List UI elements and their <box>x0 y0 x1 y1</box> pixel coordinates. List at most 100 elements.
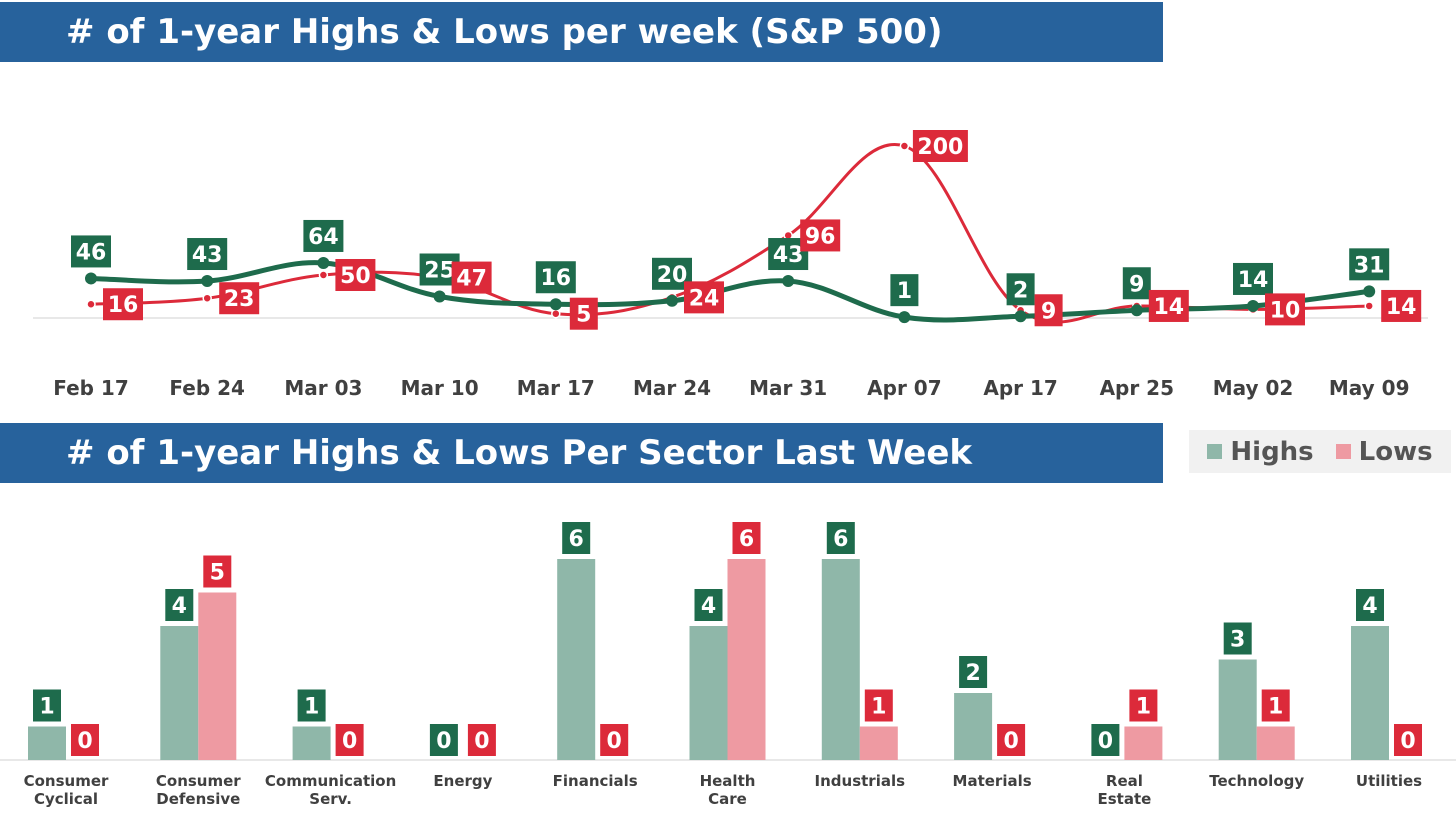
lows-bar-label-text: 0 <box>607 729 622 754</box>
highs-data-label-text: 14 <box>1238 268 1269 293</box>
sector-label: Health Care <box>700 772 756 808</box>
x-tick-label: Apr 07 <box>867 376 941 400</box>
highs-data-label: 1 <box>890 274 919 307</box>
sector-label: Industrials <box>815 772 906 790</box>
highs-point <box>1130 304 1143 317</box>
lows-bar-label-box <box>71 724 99 756</box>
sector-label-line: Financials <box>553 772 638 790</box>
sector-label: Consumer Defensive <box>156 772 241 808</box>
highs-point <box>1014 310 1027 323</box>
lows-bar-label-text: 1 <box>1136 695 1151 720</box>
highs-bar-label-text: 6 <box>569 527 584 552</box>
lows-data-label-text: 9 <box>1041 299 1056 324</box>
highs-data-label-box <box>303 219 344 252</box>
bar-chart-legend: Highs Lows <box>1189 430 1451 473</box>
highs-data-label: 43 <box>187 238 228 271</box>
highs-point <box>1247 299 1259 312</box>
lows-swatch <box>1335 444 1351 459</box>
sector-label-line: Consumer <box>24 772 109 790</box>
legend-lows-label: Lows <box>1358 436 1433 467</box>
sector-label-line: Technology <box>1209 772 1304 790</box>
highs-bar-label-box <box>694 589 723 621</box>
lows-bar <box>198 592 237 760</box>
highs-bar-label-box <box>297 689 326 722</box>
sector-label: Technology <box>1209 772 1304 790</box>
highs-point <box>1363 285 1376 298</box>
sector-label-line: Real <box>1106 772 1143 790</box>
sector-label-line: Industrials <box>815 772 906 790</box>
sector-label: Utilities <box>1356 772 1422 790</box>
lows-bar <box>727 559 766 760</box>
sector-label: Real Estate <box>1097 772 1151 808</box>
highs-data-label-text: 64 <box>308 225 339 250</box>
lows-data-label-box <box>1265 293 1305 326</box>
highs-bar <box>1351 626 1389 760</box>
lows-bar-label-text: 0 <box>1003 729 1018 754</box>
highs-bar-label-box <box>33 689 61 722</box>
highs-data-label-box <box>1349 248 1390 281</box>
highs-bar-label-text: 3 <box>1230 628 1245 653</box>
x-tick-label: Mar 03 <box>284 376 362 400</box>
sector-label-line: Health <box>700 772 756 790</box>
highs-data-label-box <box>1233 262 1273 295</box>
highs-point <box>85 272 97 285</box>
lows-data-label: 24 <box>684 281 724 314</box>
highs-data-label-text: 9 <box>1129 272 1144 297</box>
highs-bar-label-text: 4 <box>172 594 187 619</box>
sector-label-line: Cyclical <box>34 790 98 808</box>
highs-point <box>433 290 446 303</box>
highs-point <box>666 294 678 307</box>
lows-bar-label: 0 <box>335 724 364 756</box>
lows-data-label-box <box>1381 289 1422 322</box>
lows-point <box>899 141 910 151</box>
lows-data-label-box <box>684 281 724 314</box>
lows-data-label: 47 <box>451 261 492 294</box>
lows-data-label: 14 <box>1148 289 1189 322</box>
sector-label: Materials <box>953 772 1032 790</box>
lows-point <box>86 299 96 309</box>
sector-label-line: Defensive <box>156 790 240 808</box>
highs-bar-label-text: 1 <box>304 695 319 720</box>
highs-bar-label: 0 <box>429 724 458 756</box>
highs-data-label: 16 <box>535 261 576 294</box>
highs-bar-label-box <box>165 589 194 621</box>
highs-data-label-box <box>1006 273 1035 306</box>
lows-bar-label: 0 <box>467 724 496 756</box>
lows-bar-label-box <box>467 724 496 756</box>
highs-data-label: 2 <box>1006 273 1035 306</box>
lows-bar-label: 1 <box>864 689 893 722</box>
lows-bar-label: 1 <box>1129 689 1158 722</box>
highs-data-label-text: 43 <box>773 243 804 268</box>
highs-data-label: 14 <box>1233 262 1273 295</box>
lows-data-label-text: 96 <box>805 224 836 249</box>
highs-data-label-text: 16 <box>540 266 571 291</box>
legend-item-lows: Lows <box>1335 436 1433 467</box>
lows-bar-label: 0 <box>1394 724 1422 756</box>
lows-bar-label-box <box>1129 689 1158 722</box>
lows-data-label: 14 <box>1381 289 1422 322</box>
lows-bar-label: 0 <box>997 724 1026 756</box>
lows-data-label-text: 50 <box>340 264 371 289</box>
line-chart-title: # of 1-year Highs & Lows per week (S&P 5… <box>66 12 943 52</box>
sector-label-line: Serv. <box>309 790 352 808</box>
highs-bar <box>292 726 331 760</box>
lows-data-label-box <box>1034 294 1063 327</box>
x-tick-label: Mar 31 <box>749 376 827 400</box>
lows-data-label-text: 14 <box>1153 295 1184 320</box>
x-tick-label: Mar 24 <box>633 376 711 400</box>
highs-bar-label-box <box>1091 724 1120 756</box>
lows-data-label-text: 10 <box>1270 298 1301 323</box>
highs-data-label: 9 <box>1122 267 1151 300</box>
highs-bar-label-box <box>826 522 855 554</box>
sector-label-line: Consumer <box>156 772 241 790</box>
lows-data-label-box <box>800 219 841 252</box>
highs-bar-label-box <box>429 724 458 756</box>
lows-bar <box>1124 726 1163 760</box>
lows-bar-label-box <box>335 724 364 756</box>
bar-chart-title: # of 1-year Highs & Lows Per Sector Last… <box>66 433 973 473</box>
highs-data-label-box <box>71 235 111 268</box>
highs-bar-label: 1 <box>33 689 61 722</box>
lows-data-label-text: 47 <box>456 267 487 292</box>
lows-data-label-text: 14 <box>1386 295 1417 320</box>
sector-label: Communication Serv. <box>265 772 396 808</box>
